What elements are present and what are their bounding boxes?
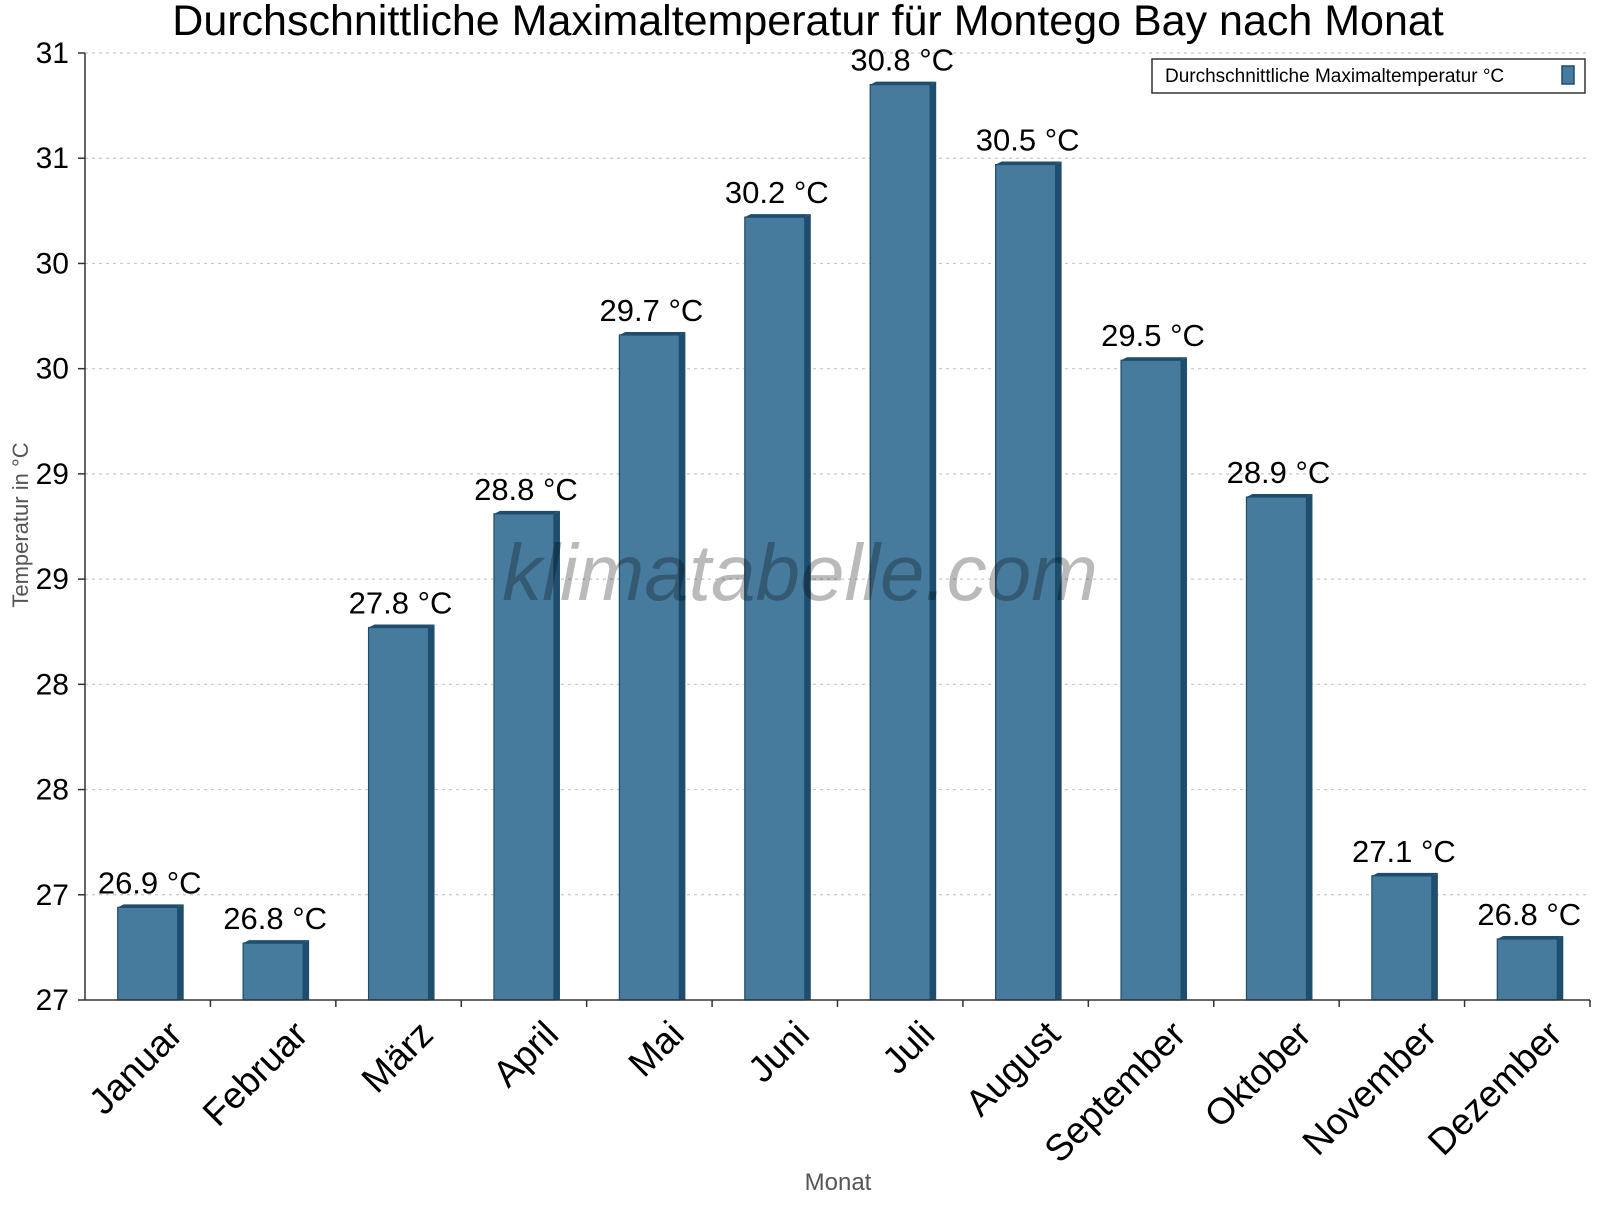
y-tick-label: 27 xyxy=(36,879,69,912)
legend-label: Durchschnittliche Maximaltemperatur °C xyxy=(1165,66,1504,87)
bar-top xyxy=(744,214,811,218)
grid-layer xyxy=(85,52,1590,896)
data-label: 27.1 °C xyxy=(1352,834,1456,869)
bar-side xyxy=(303,940,310,1000)
bar xyxy=(1120,359,1182,1001)
bar-side xyxy=(1055,161,1062,1001)
bar-top xyxy=(117,904,184,908)
y-tick-label: 29 xyxy=(36,563,69,596)
bar-top xyxy=(493,510,560,514)
y-tick-label: 30 xyxy=(36,247,69,280)
x-axis-title: Monat xyxy=(805,1169,872,1196)
data-label: 28.8 °C xyxy=(474,472,578,507)
bar-top xyxy=(1497,935,1564,939)
bars-layer xyxy=(117,81,1564,1001)
bar-side xyxy=(1181,357,1188,1000)
bar-top xyxy=(870,81,937,85)
legend: Durchschnittliche Maximaltemperatur °C xyxy=(1151,58,1586,94)
bar-side xyxy=(177,904,184,1000)
watermark: klimatabelle.com xyxy=(502,528,1098,617)
y-tick-label: 28 xyxy=(36,668,69,701)
bar-side xyxy=(930,81,937,1001)
bar xyxy=(1245,496,1308,1001)
bar-top xyxy=(243,940,310,944)
bar-top xyxy=(1246,494,1313,498)
y-axis-title: Temperatur in °C xyxy=(8,442,33,607)
y-tick-label: 31 xyxy=(36,37,69,70)
bar xyxy=(117,906,179,1001)
data-label: 28.9 °C xyxy=(1227,455,1331,490)
legend-swatch xyxy=(1561,65,1575,85)
data-label: 26.9 °C xyxy=(98,865,202,900)
bar-top xyxy=(619,331,686,335)
data-label: 29.5 °C xyxy=(1101,318,1205,353)
bar xyxy=(869,83,931,1001)
labels-layer: 26.9 °C 26.8 °C 27.8 °C 28.8 °C 29.7 °C 30.2 … xyxy=(98,43,1581,937)
data-label: 26.8 °C xyxy=(1477,897,1581,932)
bar xyxy=(995,163,1057,1001)
chart-title: Durchschnittliche Maximaltemperatur für … xyxy=(172,0,1444,45)
y-tick-label: 27 xyxy=(36,984,69,1017)
bar-side xyxy=(1557,935,1564,1000)
data-label: 27.8 °C xyxy=(349,586,453,621)
bar xyxy=(367,626,430,1001)
y-tick-label: 29 xyxy=(36,458,69,491)
data-label: 26.8 °C xyxy=(223,901,327,936)
y-tick-label: 28 xyxy=(36,774,69,807)
bar xyxy=(242,942,304,1001)
bar-top xyxy=(1371,872,1438,876)
bar-top xyxy=(368,624,435,628)
data-label: 30.5 °C xyxy=(976,123,1080,158)
data-label: 30.8 °C xyxy=(850,43,954,78)
y-tick-label: 31 xyxy=(36,142,69,175)
legend-box xyxy=(1151,58,1586,94)
data-label: 29.7 °C xyxy=(600,293,704,328)
bar-side xyxy=(804,214,811,1000)
y-tick-label: 30 xyxy=(36,353,69,386)
bar-side xyxy=(428,624,435,1000)
bar xyxy=(618,334,680,1001)
bar-top xyxy=(1121,357,1188,361)
bar-side xyxy=(553,510,560,1000)
bar-side xyxy=(679,331,686,1000)
bar-side xyxy=(1431,872,1438,1000)
bar xyxy=(1496,938,1558,1001)
bar xyxy=(1371,875,1433,1001)
bar xyxy=(744,216,806,1001)
bar-side xyxy=(1306,494,1313,1000)
data-label: 30.2 °C xyxy=(725,175,829,210)
bar-top xyxy=(995,161,1062,165)
